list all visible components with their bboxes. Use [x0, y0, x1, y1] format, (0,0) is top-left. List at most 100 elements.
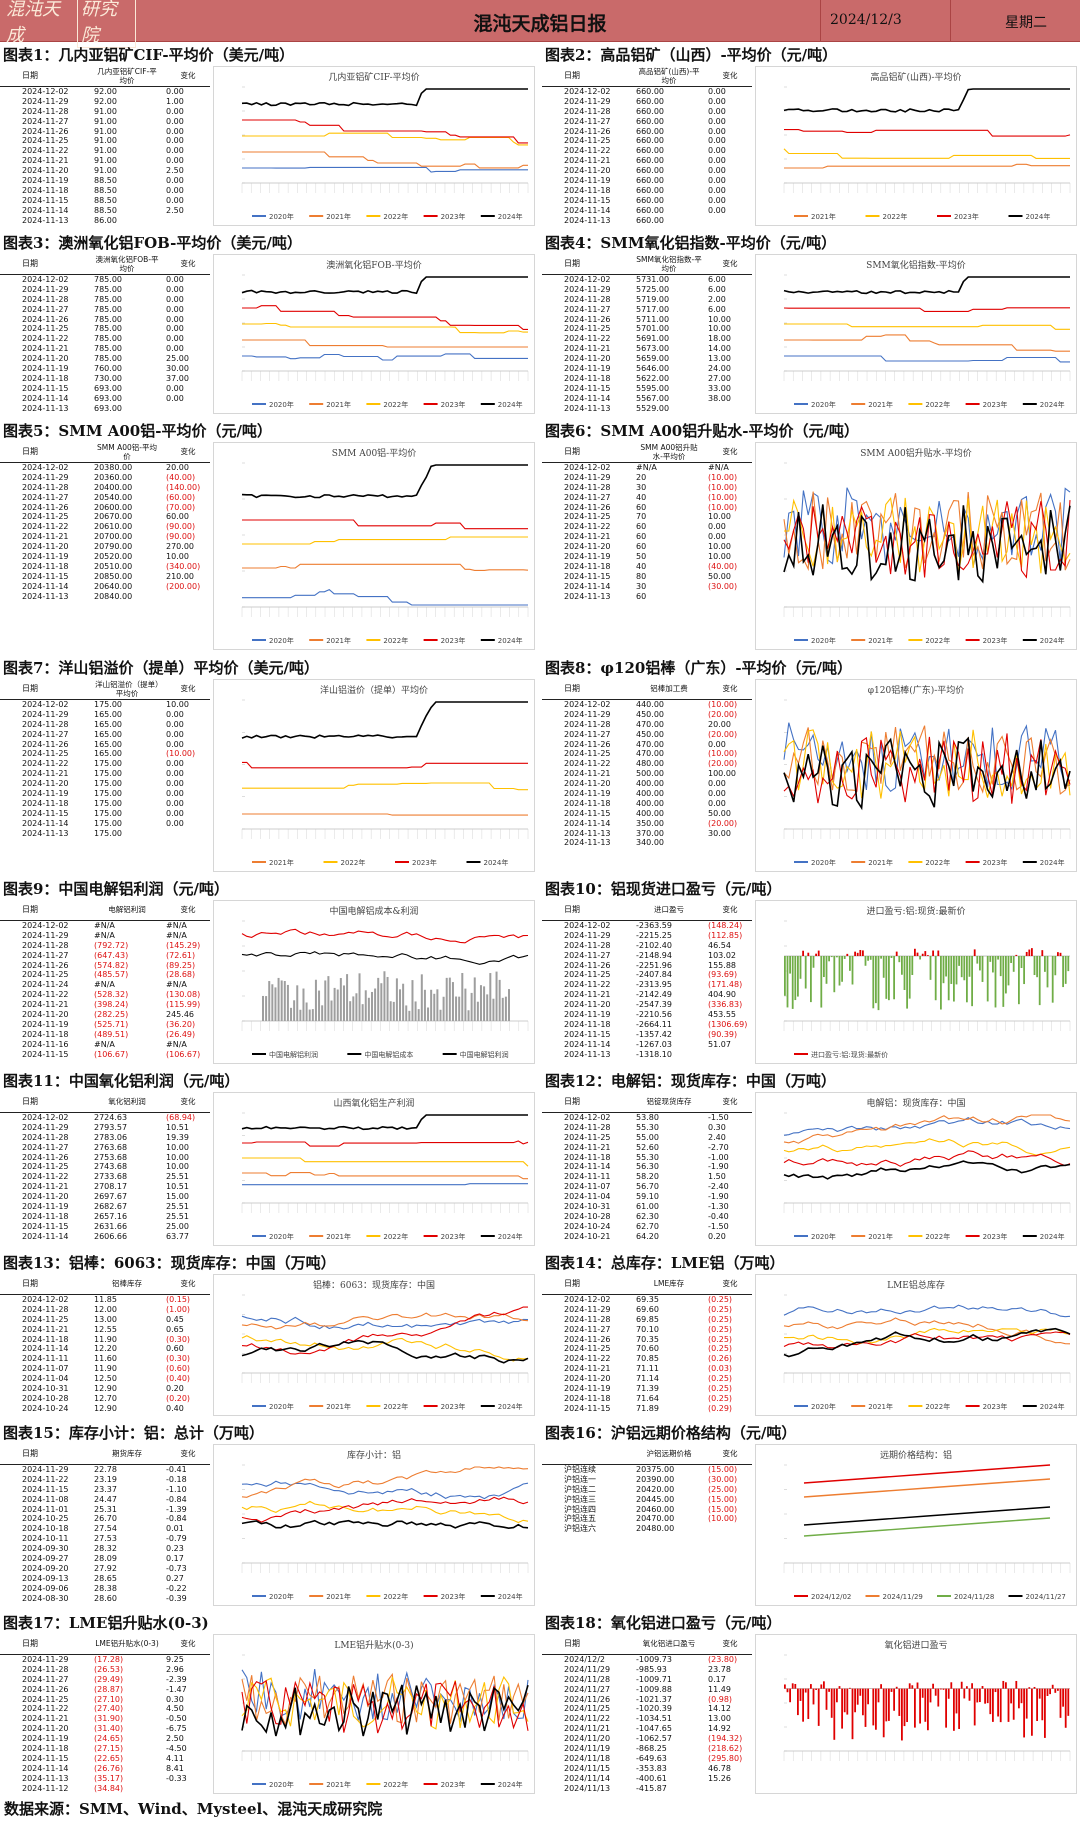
- line-chart: 2020年 2021年 2022年 2023年 2024年 SMM A00铝-平均价: [213, 442, 535, 650]
- table-row: 2024/11/15 -353.83 46.78: [542, 1764, 752, 1774]
- series-line: [242, 1140, 529, 1147]
- table-cell: -0.84: [166, 1494, 187, 1504]
- table-header: 沪铝远期价格 变化: [542, 1443, 752, 1465]
- table-row: 2024-12-02 2724.63 (68.94): [0, 1113, 210, 1123]
- table-cell: 60: [636, 542, 647, 552]
- table-cell: 0.00: [166, 334, 184, 344]
- table-cell: 2024-10-24: [564, 1221, 611, 1231]
- table-cell: 24.00: [708, 364, 731, 374]
- value-bar: [849, 956, 851, 971]
- table-cell: 2024-11-22: [22, 1172, 69, 1182]
- profit-bar: [349, 1001, 352, 1021]
- table-cell: 2024-11-21: [564, 156, 611, 166]
- table-cell: 2024-11-29: [22, 96, 69, 106]
- table-cell: 0.00: [708, 126, 726, 136]
- profit-bar: [283, 981, 286, 1021]
- panel-title: 图表17：LME铝升贴水(0-3): [3, 1614, 209, 1632]
- table-cell: 165.00: [94, 709, 122, 719]
- table-cell: (35.17): [94, 1773, 124, 1783]
- table-row: 2024-11-18 55.30 -1.00: [542, 1153, 752, 1163]
- table-cell: (112.85): [708, 930, 743, 940]
- table-cell: -415.87: [636, 1783, 667, 1793]
- legend-label: 中国电解铝利润: [269, 1050, 318, 1059]
- table-cell: 2024-11-28: [22, 294, 69, 304]
- series-line: [784, 1327, 1071, 1346]
- series-line: [242, 119, 528, 144]
- table-cell: 23.37: [94, 1484, 117, 1494]
- table-row: 2024-11-18 20510.00 (340.00): [0, 562, 210, 572]
- table-cell: 175.00: [94, 828, 122, 838]
- table-cell: 14.92: [708, 1724, 731, 1734]
- table-row: 2024-11-20 400.00 0.00: [542, 779, 752, 789]
- table-cell: 20700.00: [94, 532, 133, 542]
- table-row: 2024-10-11 27.53 -0.79: [0, 1534, 210, 1544]
- table-cell: 0.00: [166, 185, 184, 195]
- table-cell: 86.00: [94, 215, 117, 225]
- legend-label: 2022年: [925, 636, 950, 645]
- legend-label: 2024年: [498, 212, 523, 221]
- table-cell: 2024-11-26: [564, 739, 611, 749]
- value-bar: [1020, 1688, 1023, 1704]
- table-cell: (200.00): [166, 581, 201, 591]
- legend-label: 2024年: [498, 1232, 523, 1241]
- series-line: [242, 563, 529, 571]
- table-row: 2024-11-19 50 10.00: [542, 552, 752, 562]
- table-row: 2024-11-28 5719.00 2.00: [542, 295, 752, 305]
- data-table: 日期 澳洲氧化铝FOB-平均价 变化 2024-12-02 785.00 0.00 2024…: [0, 253, 210, 413]
- table-row: 2024-11-15 (106.67) (106.67): [0, 1050, 210, 1060]
- value-bar: [877, 1688, 880, 1703]
- table-cell: 2.50: [166, 166, 184, 176]
- legend-label: 2022年: [383, 1402, 408, 1411]
- table-cell: 0.20: [708, 1231, 726, 1241]
- profit-bar: [327, 976, 330, 1021]
- table-cell: 785.00: [94, 314, 122, 324]
- table-cell: (0.30): [166, 1334, 191, 1344]
- table-cell: -0.84: [166, 1514, 187, 1524]
- series-line: [783, 1138, 1071, 1156]
- table-cell: 2024-10-21: [564, 1231, 611, 1241]
- table-cell: 2024-11-29: [22, 1465, 69, 1474]
- series-line: [241, 464, 528, 499]
- table-cell: 52.60: [636, 1142, 659, 1152]
- table-cell: 2024-11-21: [564, 1364, 611, 1374]
- table-cell: 50.00: [708, 571, 731, 581]
- table-row: 2024-10-28 62.30 -0.40: [542, 1212, 752, 1222]
- line-chart: 2020年 2021年 2022年 2023年 2024年 铝棒：6063：现货库存：中国: [213, 1274, 535, 1416]
- table-cell: 785.00: [94, 344, 122, 354]
- table-cell: 2024-11-29: [22, 709, 69, 719]
- table-cell: 30: [636, 581, 647, 591]
- data-table: 日期 铝棒加工费 变化 2024-12-02 440.00 (10.00) 2024-11-…: [542, 678, 752, 848]
- table-row: 2024-11-27 450.00 (20.00): [542, 730, 752, 740]
- table-cell: 0.00: [708, 136, 726, 146]
- table-cell: 27.53: [94, 1534, 117, 1544]
- table-cell: 2024-10-11: [22, 1534, 69, 1544]
- value-bar: [955, 1688, 958, 1714]
- series-line: [783, 487, 1071, 567]
- table-cell: (0.25): [708, 1393, 733, 1403]
- data-table: 沪铝远期价格 变化 沪铝连续 20375.00 (15.00) 沪铝连一 20390.00(…: [542, 1443, 752, 1534]
- value-bar: [1005, 956, 1007, 994]
- chart-canvas: 2020年 2021年 2022年 2023年 2024年: [783, 1112, 1071, 1241]
- table-cell: 0.00: [166, 275, 184, 284]
- value-bar: [1007, 956, 1010, 986]
- line-chart: 2020年 2021年 2022年 2023年 2024年 库存小计：铝: [213, 1444, 535, 1606]
- table-row: 2024-11-29 20 (10.00): [542, 473, 752, 483]
- table-cell: 13.00: [708, 354, 731, 364]
- value-bar: [953, 956, 955, 1002]
- table-cell: 2024-11-19: [22, 364, 69, 374]
- value-bar: [875, 1688, 877, 1730]
- table-cell: 2024-11-22: [564, 522, 611, 532]
- table-cell: 2024-11-14: [22, 393, 69, 403]
- legend-label: 2024年: [1040, 1232, 1065, 1241]
- value-bar: [804, 956, 807, 989]
- table-cell: 2024-11-28: [564, 482, 611, 492]
- table-cell: 2024-11-29: [564, 284, 611, 294]
- value-bar: [916, 1682, 919, 1689]
- table-cell: 2024-11-18: [22, 561, 69, 571]
- table-cell: 2697.67: [94, 1192, 128, 1202]
- chart-title: SMM A00铝-平均价: [331, 449, 417, 459]
- value-bar: [1049, 1688, 1051, 1695]
- table-row: 2024-11-19 (525.71) (36.20): [0, 1020, 210, 1030]
- value-bar: [968, 1688, 971, 1701]
- table-cell: 2024-11-21: [564, 344, 611, 354]
